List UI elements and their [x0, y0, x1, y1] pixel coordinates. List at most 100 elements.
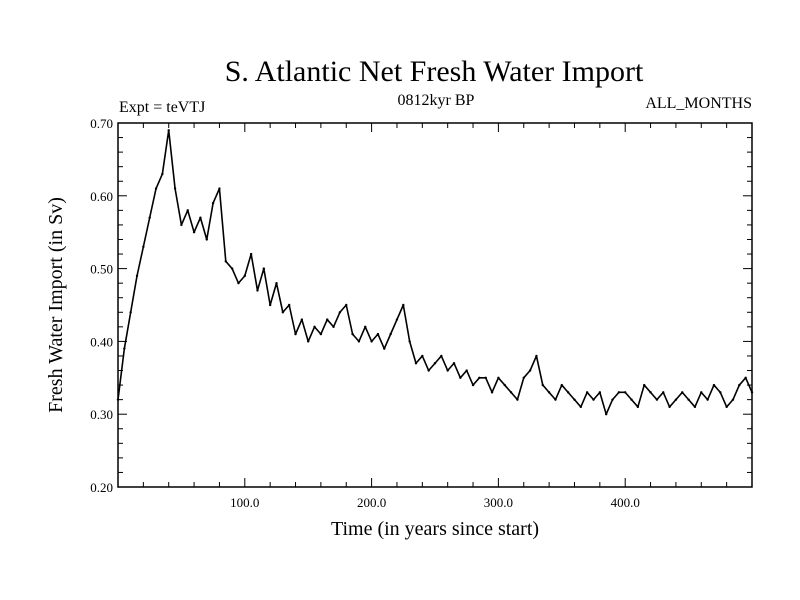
data-point: [585, 391, 589, 394]
data-point: [440, 354, 443, 358]
data-point: [674, 398, 678, 401]
data-point: [617, 391, 621, 394]
x-axis-label: Time (in years since start): [331, 518, 539, 540]
data-point: [218, 187, 221, 190]
data-point: [383, 347, 386, 350]
data-point: [186, 209, 189, 212]
data-point: [338, 311, 342, 314]
data-point: [173, 187, 177, 190]
data-point: [313, 325, 316, 329]
data-point: [402, 303, 405, 307]
data-point: [211, 201, 215, 205]
data-point: [662, 391, 665, 394]
data-point: [268, 303, 272, 307]
data-point: [281, 311, 285, 314]
data-point: [668, 405, 671, 409]
data-point: [275, 281, 278, 285]
plot-frame: [117, 122, 753, 488]
data-point: [129, 311, 132, 314]
data-point: [135, 274, 139, 278]
data-point: [167, 129, 170, 132]
data-point: [192, 231, 196, 234]
data-point: [427, 369, 430, 372]
data-point: [326, 318, 329, 321]
data-point: [490, 391, 494, 394]
data-point: [262, 267, 266, 270]
data-point: [541, 383, 544, 387]
data-point: [655, 398, 659, 401]
data-point: [230, 267, 234, 270]
data-point: [725, 405, 728, 409]
data-point: [497, 376, 500, 379]
data-point: [700, 391, 703, 394]
data-point: [142, 245, 145, 248]
data-point: [180, 223, 183, 227]
y-axis-label: Fresh Water Import (in Sv): [45, 197, 67, 413]
y-tick-label: 0.70: [90, 116, 113, 131]
data-point: [370, 340, 373, 343]
data-point: [598, 391, 602, 394]
data-point: [738, 383, 741, 387]
data-point: [706, 398, 709, 401]
data-point: [744, 376, 747, 379]
data-point: [205, 238, 208, 241]
data-point: [389, 332, 392, 336]
data-point: [478, 376, 481, 379]
data-point: [249, 252, 253, 256]
x-tick-label: 100.0: [230, 495, 259, 510]
x-tick-label: 400.0: [611, 495, 640, 510]
data-point: [624, 391, 627, 394]
data-point: [408, 340, 411, 343]
data-point: [560, 383, 563, 387]
data-point: [357, 340, 361, 343]
y-tick-label: 0.60: [90, 189, 113, 204]
y-tick-label: 0.50: [90, 262, 113, 277]
data-point: [154, 187, 158, 190]
data-point: [294, 332, 297, 336]
data-point: [573, 398, 576, 401]
data-point: [484, 376, 487, 379]
data-point: [199, 216, 202, 219]
data-point: [421, 354, 424, 358]
data-point: [731, 398, 735, 401]
data-point: [243, 274, 246, 278]
data-point: [522, 376, 525, 379]
data-point: [351, 332, 354, 336]
data-point: [535, 354, 538, 358]
data-point: [503, 383, 506, 387]
data-point: [446, 369, 449, 372]
data-point: [604, 413, 608, 416]
data-point: [681, 391, 684, 394]
data-point: [712, 383, 716, 387]
data-point: [287, 303, 291, 307]
data-point: [687, 398, 690, 401]
data-point: [345, 303, 348, 307]
data-point: [332, 325, 335, 329]
months-label: ALL_MONTHS: [645, 95, 752, 112]
data-point: [547, 391, 551, 394]
data-point: [237, 281, 240, 285]
data-point: [693, 405, 697, 409]
y-tick-label: 0.40: [90, 334, 113, 349]
data-point: [319, 332, 323, 336]
data-point: [465, 369, 468, 372]
plot-area: 0.20 0.30 0.40 0.50 0.60 0.70 100.0 200.0 300.0 4…: [90, 116, 754, 510]
data-point: [123, 347, 126, 350]
data-point: [554, 398, 557, 401]
data-point: [630, 398, 633, 401]
data-point: [307, 340, 310, 343]
data-point: [649, 391, 652, 394]
data-point: [395, 318, 399, 321]
data-point: [719, 391, 722, 394]
data-point: [414, 362, 418, 365]
x-tick-label: 200.0: [357, 495, 386, 510]
data-point: [509, 391, 513, 394]
data-point: [452, 362, 456, 365]
data-point: [528, 369, 532, 372]
data-point: [611, 398, 614, 401]
data-point: [459, 376, 462, 379]
data-point: [592, 398, 595, 401]
data-point: [256, 289, 259, 292]
chart-title: S. Atlantic Net Fresh Water Import: [225, 55, 644, 88]
